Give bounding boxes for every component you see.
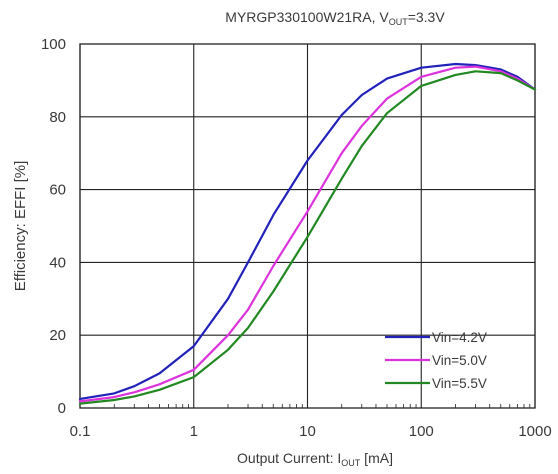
x-tick-label: 1 [190,423,198,440]
series-line-1 [78,62,537,400]
y-tick-labels: 0 20 40 60 80 100 [41,36,66,417]
series-line-3 [78,70,537,405]
plot-frame [79,43,536,409]
y-tick-label: 40 [49,254,66,271]
y-axis-label: Efficiency: EFFI [%] [12,161,29,292]
chart-title: MYRGP330100W21RA, VOUT=3.3V [225,9,445,27]
legend-label: Vin=4.2V [432,330,487,345]
x-tick-label: 1000 [518,423,551,440]
x-tick-label: 100 [409,423,434,440]
y-tick-label: 60 [49,182,66,199]
x-tick-label: 10 [299,423,316,440]
y-tick-label: 0 [58,400,66,417]
legend: Vin=4.2V Vin=5.0V Vin=5.5V [385,330,487,391]
y-tick-label: 20 [49,327,66,344]
x-tick-labels: 0.1 1 10 100 1000 [70,423,552,440]
x-axis-label: Output Current: IOUT [mA] [237,450,393,468]
series-lines [78,62,537,405]
x-tick-label: 0.1 [70,423,91,440]
y-tick-label: 80 [49,109,66,126]
legend-label: Vin=5.5V [432,376,487,391]
legend-label: Vin=5.0V [432,353,487,368]
series-line-2 [78,65,537,403]
y-tick-label: 100 [41,36,66,53]
